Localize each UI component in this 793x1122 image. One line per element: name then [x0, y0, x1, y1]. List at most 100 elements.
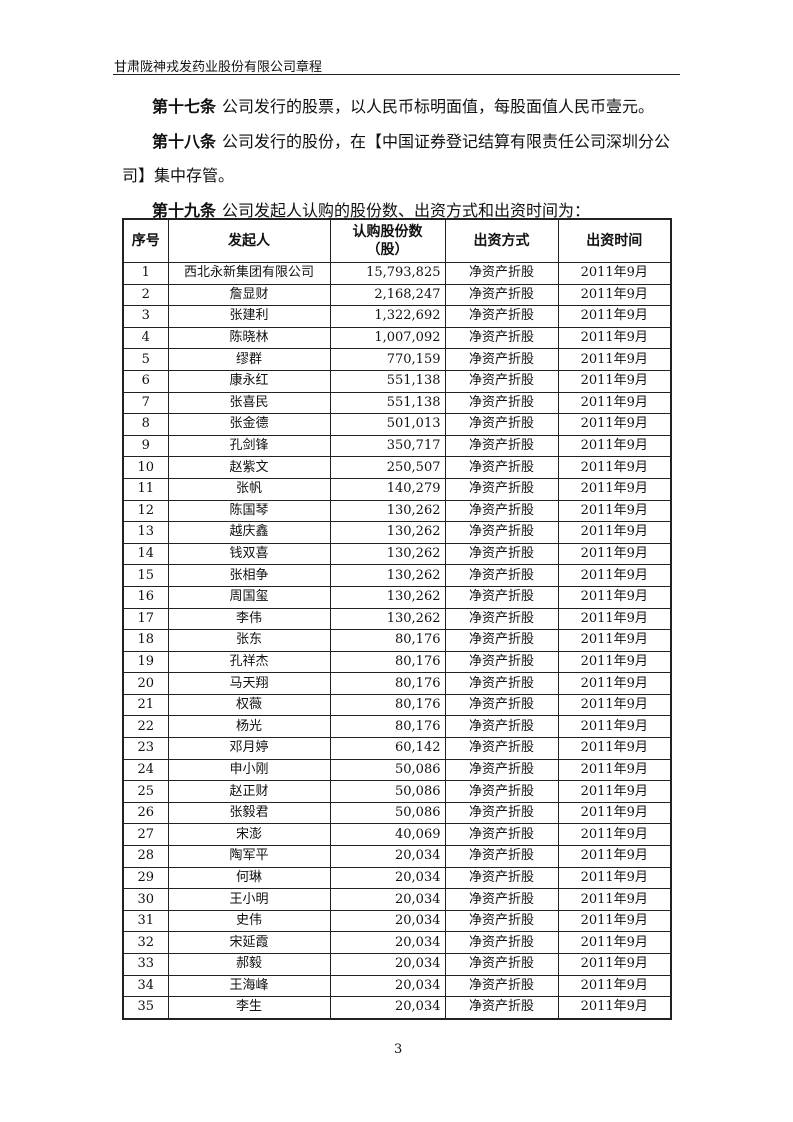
cell-time: 2011年9月	[557, 845, 672, 868]
cell-shares: 1,007,092	[329, 326, 446, 350]
table-row: 31 史伟 20,034 净资产折股 2011年9月	[122, 909, 672, 933]
cell-index: 20	[122, 672, 169, 695]
table-row: 18 张东 80,176 净资产折股 2011年9月	[122, 629, 672, 652]
cell-founder: 李生	[167, 996, 331, 1020]
table-row: 2 詹显财 2,168,247 净资产折股 2011年9月	[122, 283, 672, 307]
cell-index: 16	[122, 585, 169, 609]
table-row: 10 赵紫文 250,507 净资产折股 2011年9月	[122, 456, 672, 479]
table-row: 29 何琳 20,034 净资产折股 2011年9月	[122, 866, 672, 890]
cell-founder: 张金德	[167, 413, 331, 436]
cell-method: 净资产折股	[444, 477, 559, 501]
cell-shares: 551,138	[329, 391, 446, 415]
cell-founder: 陶军平	[167, 845, 331, 868]
cell-index: 17	[122, 607, 169, 631]
cell-index: 1	[122, 262, 169, 285]
cell-founder: 赵正财	[167, 780, 331, 803]
cell-index: 6	[122, 369, 169, 393]
cell-index: 31	[122, 909, 169, 933]
cell-index: 13	[122, 521, 169, 544]
article-text: 公司发行的股份，在【中国证券登记结算有限责任公司深圳分公	[222, 132, 671, 151]
cell-method: 净资产折股	[444, 737, 559, 760]
cell-method: 净资产折股	[444, 585, 559, 609]
cell-founder: 何琳	[167, 866, 331, 890]
article-label: 第十九条	[152, 201, 217, 220]
cell-time: 2011年9月	[557, 909, 672, 933]
cell-index: 9	[122, 434, 169, 458]
header-founder: 发起人	[167, 218, 331, 263]
cell-founder: 赵紫文	[167, 456, 331, 479]
table-row: 25 赵正财 50,086 净资产折股 2011年9月	[122, 780, 672, 803]
header-time: 出资时间	[557, 218, 672, 263]
cell-founder: 钱双喜	[167, 542, 331, 566]
cell-time: 2011年9月	[557, 888, 672, 911]
cell-shares: 2,168,247	[329, 283, 446, 307]
cell-founder: 西北永新集团有限公司	[167, 262, 331, 285]
cell-shares: 20,034	[329, 996, 446, 1020]
cell-shares: 20,034	[329, 845, 446, 868]
cell-shares: 40,069	[329, 823, 446, 847]
cell-method: 净资产折股	[444, 456, 559, 479]
cell-founder: 杨光	[167, 715, 331, 739]
article-text: 司】集中存管。	[122, 166, 235, 185]
table-row: 1 西北永新集团有限公司 15,793,825 净资产折股 2011年9月	[122, 262, 672, 285]
cell-time: 2011年9月	[557, 758, 672, 782]
cell-founder: 越庆鑫	[167, 521, 331, 544]
table-row: 32 宋延霞 20,034 净资产折股 2011年9月	[122, 931, 672, 954]
cell-founder: 詹显财	[167, 283, 331, 307]
cell-index: 11	[122, 477, 169, 501]
table-row: 24 申小刚 50,086 净资产折股 2011年9月	[122, 758, 672, 782]
cell-method: 净资产折股	[444, 974, 559, 998]
cell-shares: 50,086	[329, 758, 446, 782]
cell-founder: 周国玺	[167, 585, 331, 609]
cell-founder: 张帆	[167, 477, 331, 501]
cell-founder: 孔祥杰	[167, 650, 331, 674]
cell-shares: 60,142	[329, 737, 446, 760]
cell-time: 2011年9月	[557, 456, 672, 479]
cell-shares: 20,034	[329, 974, 446, 998]
cell-shares: 130,262	[329, 499, 446, 523]
cell-founder: 康永红	[167, 369, 331, 393]
cell-founder: 宋延霞	[167, 931, 331, 954]
cell-founder: 张东	[167, 629, 331, 652]
cell-index: 33	[122, 953, 169, 976]
cell-shares: 80,176	[329, 672, 446, 695]
cell-time: 2011年9月	[557, 262, 672, 285]
cell-time: 2011年9月	[557, 953, 672, 976]
cell-shares: 130,262	[329, 564, 446, 587]
cell-index: 7	[122, 391, 169, 415]
article-text: 公司发行的股票，以人民币标明面值，每股面值人民币壹元。	[222, 97, 655, 116]
cell-founder: 张喜民	[167, 391, 331, 415]
cell-index: 10	[122, 456, 169, 479]
cell-shares: 20,034	[329, 866, 446, 890]
table-row: 4 陈晓林 1,007,092 净资产折股 2011年9月	[122, 326, 672, 350]
cell-shares: 130,262	[329, 585, 446, 609]
cell-founder: 张相争	[167, 564, 331, 587]
cell-shares: 80,176	[329, 715, 446, 739]
cell-index: 27	[122, 823, 169, 847]
cell-shares: 20,034	[329, 931, 446, 954]
cell-method: 净资产折股	[444, 326, 559, 350]
table-row: 14 钱双喜 130,262 净资产折股 2011年9月	[122, 542, 672, 566]
cell-index: 18	[122, 629, 169, 652]
cell-method: 净资产折股	[444, 866, 559, 890]
cell-founder: 陈晓林	[167, 326, 331, 350]
table-row: 8 张金德 501,013 净资产折股 2011年9月	[122, 413, 672, 436]
cell-method: 净资产折股	[444, 391, 559, 415]
cell-index: 22	[122, 715, 169, 739]
cell-index: 34	[122, 974, 169, 998]
cell-time: 2011年9月	[557, 348, 672, 371]
cell-time: 2011年9月	[557, 715, 672, 739]
cell-time: 2011年9月	[557, 413, 672, 436]
cell-method: 净资产折股	[444, 931, 559, 954]
table-row: 9 孔剑锋 350,717 净资产折股 2011年9月	[122, 434, 672, 458]
table-row: 6 康永红 551,138 净资产折股 2011年9月	[122, 369, 672, 393]
founders-table: 序号 发起人 认购股份数（股） 出资方式 出资时间 1 西北永新集团有限公司 15,…	[122, 218, 672, 1020]
cell-index: 12	[122, 499, 169, 523]
table-header-row: 序号 发起人 认购股份数（股） 出资方式 出资时间	[122, 218, 672, 263]
table-row: 30 王小明 20,034 净资产折股 2011年9月	[122, 888, 672, 911]
table-row: 12 陈国琴 130,262 净资产折股 2011年9月	[122, 499, 672, 523]
cell-founder: 权薇	[167, 693, 331, 717]
cell-index: 8	[122, 413, 169, 436]
cell-shares: 20,034	[329, 888, 446, 911]
cell-founder: 马天翔	[167, 672, 331, 695]
